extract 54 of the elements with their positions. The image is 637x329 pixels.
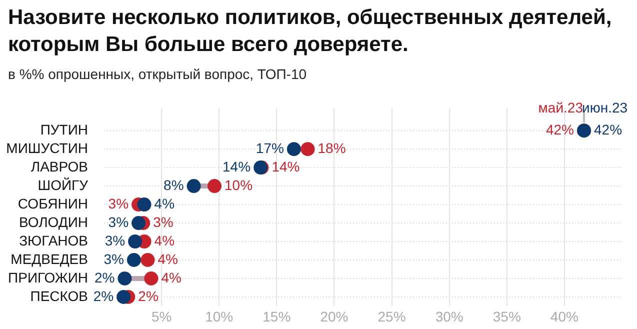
x-tick-label: 25%: [378, 308, 406, 324]
point: [116, 290, 131, 304]
data-label: 14%: [272, 158, 300, 174]
chart-title: Назовите несколько политиков, общественных деятелей, которым Вы больше всего доверяете.: [8, 5, 613, 58]
data-label: 17%: [256, 140, 284, 156]
point: [137, 198, 152, 212]
x-tick-label: 20%: [320, 308, 348, 324]
point: [208, 179, 222, 194]
point: [286, 142, 301, 156]
point: [118, 271, 132, 286]
x-tick-label: 5%: [151, 308, 172, 324]
series-label: июн.23: [582, 99, 628, 116]
y-tick-label: ПРИГОЖИН: [8, 269, 88, 286]
y-tick-label: МИШУСТИН: [6, 140, 88, 156]
point: [300, 142, 315, 156]
data-label: 10%: [224, 176, 253, 193]
data-label: 3%: [108, 214, 129, 230]
point: [144, 271, 158, 286]
data-label: 42%: [594, 121, 622, 138]
data-label: 2%: [94, 269, 115, 286]
point: [186, 179, 201, 194]
x-tick-label: 40%: [550, 308, 578, 324]
y-tick-label: МЕДВЕДЕВ: [10, 250, 88, 267]
data-label: 4%: [158, 250, 178, 267]
point: [132, 216, 146, 230]
x-tick-label: 30%: [435, 308, 464, 324]
data-label: 4%: [154, 195, 175, 212]
y-tick-label: ЛАВРОВ: [30, 158, 88, 174]
y-tick-label: ШОЙГУ: [38, 176, 88, 193]
series-label: май.23: [538, 99, 584, 116]
point: [140, 252, 155, 267]
x-tick-label: 35%: [492, 308, 521, 324]
data-label: 4%: [154, 232, 175, 248]
y-tick-label: ПУТИН: [40, 121, 88, 138]
data-label: 3%: [104, 232, 126, 248]
data-label: 3%: [108, 195, 129, 212]
y-tick-label: ВОЛОДИН: [18, 214, 88, 230]
data-label: 8%: [164, 176, 184, 193]
y-tick-label: СОБЯНИН: [18, 195, 88, 212]
data-label: 2%: [138, 288, 158, 304]
data-label: 18%: [318, 140, 346, 156]
y-tick-label: ЗЮГАНОВ: [19, 232, 88, 248]
chart-subtitle: в %% опрошенных, открытый вопрос, ТОП-10: [8, 66, 307, 82]
data-label: 3%: [153, 214, 174, 230]
y-tick-label: ПЕСКОВ: [30, 288, 88, 304]
x-tick-label: 10%: [205, 308, 234, 324]
data-label: 14%: [222, 158, 251, 174]
data-label: 42%: [546, 121, 574, 138]
point: [128, 234, 142, 248]
x-tick-label: 15%: [262, 308, 291, 324]
point: [126, 252, 141, 267]
data-label: 3%: [104, 250, 124, 267]
data-label: 4%: [161, 269, 182, 286]
data-label: 2%: [93, 288, 114, 304]
